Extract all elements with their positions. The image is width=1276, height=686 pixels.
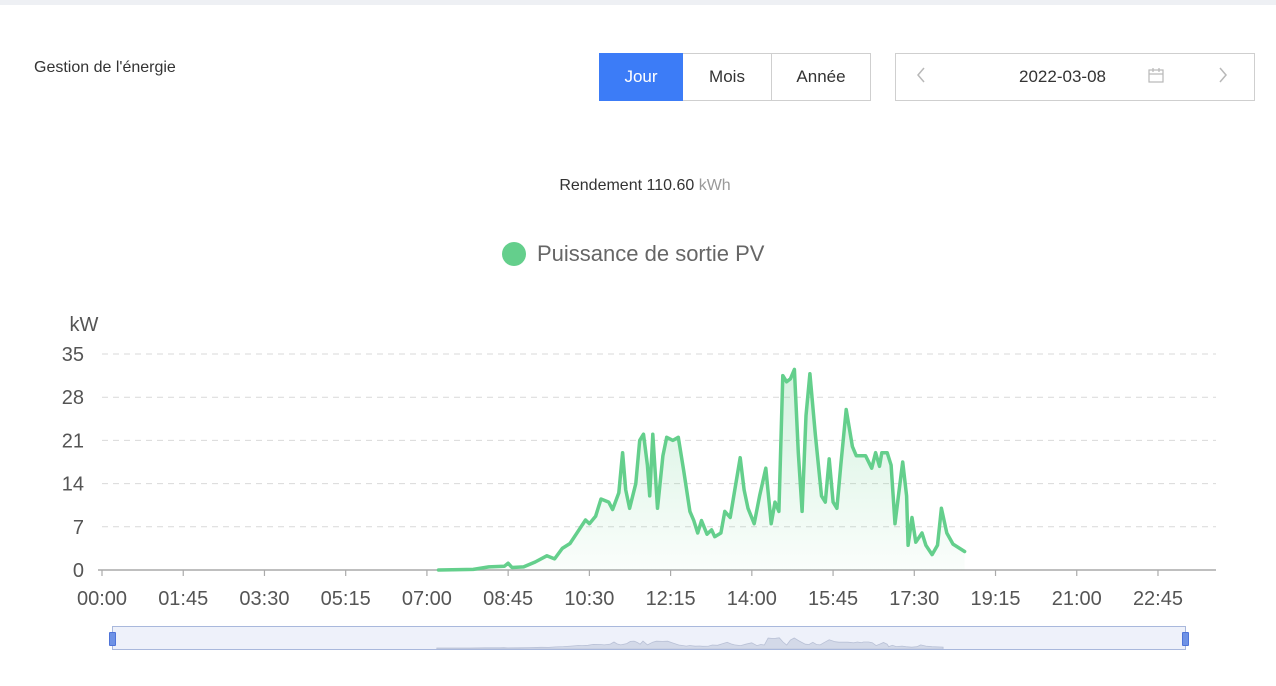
x-tick-label: 03:30 [239,588,289,610]
chevron-left-icon[interactable] [916,66,926,89]
y-axis-unit: kW [70,314,99,336]
slider-preview [436,637,944,649]
y-tick-label: 35 [62,344,84,366]
date-value[interactable]: 2022-03-08 [1019,67,1106,86]
x-tick-label: 10:30 [564,588,614,610]
yield-value: 110.60 [646,177,695,194]
y-tick-label: 14 [62,474,84,496]
x-tick-label: 01:45 [158,588,208,610]
x-tick-label: 00:00 [77,588,127,610]
x-tick-label: 17:30 [889,588,939,610]
slider-handle-left[interactable] [109,632,116,646]
legend-marker [502,242,526,266]
tab-jour[interactable]: Jour [599,53,683,101]
x-tick-label: 21:00 [1052,588,1102,610]
yield-label: Rendement [559,177,643,194]
x-tick-label: 05:15 [321,588,371,610]
legend-label: Puissance de sortie PV [537,241,765,266]
chevron-right-icon[interactable] [1218,66,1228,89]
slider-handle-right[interactable] [1182,632,1189,646]
y-tick-label: 21 [62,430,84,452]
tab-annee[interactable]: Année [772,53,871,101]
page-title: Gestion de l'énergie [34,59,176,76]
x-tick-label: 08:45 [483,588,533,610]
series-area [438,369,965,570]
zoom-slider[interactable] [109,626,1189,650]
date-picker[interactable]: 2022-03-08 [895,53,1255,101]
x-tick-label: 22:45 [1133,588,1183,610]
y-tick-label: 28 [62,387,84,409]
slider-preview-area [436,637,944,649]
tab-mois[interactable]: Mois [683,53,772,101]
series-line [436,367,967,572]
top-divider [0,0,1276,5]
x-tick-label: 07:00 [402,588,452,610]
x-tick-label: 14:00 [727,588,777,610]
y-tick-label: 0 [73,560,84,582]
yield-unit: kWh [698,177,731,194]
calendar-icon[interactable] [1148,68,1164,83]
yield-summary: Rendement 110.60 kWh [0,177,1276,195]
x-tick-label: 12:15 [646,588,696,610]
chart-legend[interactable]: Puissance de sortie PV [502,241,764,267]
x-tick-label: 19:15 [970,588,1020,610]
power-chart[interactable]: 0 7 14 21 28 35 kW 00:00 01:45 03:30 05:15 07:00 08:… [0,300,1276,620]
period-selector: Jour Mois Année [599,53,871,101]
y-tick-label: 7 [73,517,84,539]
x-tick-label: 15:45 [808,588,858,610]
